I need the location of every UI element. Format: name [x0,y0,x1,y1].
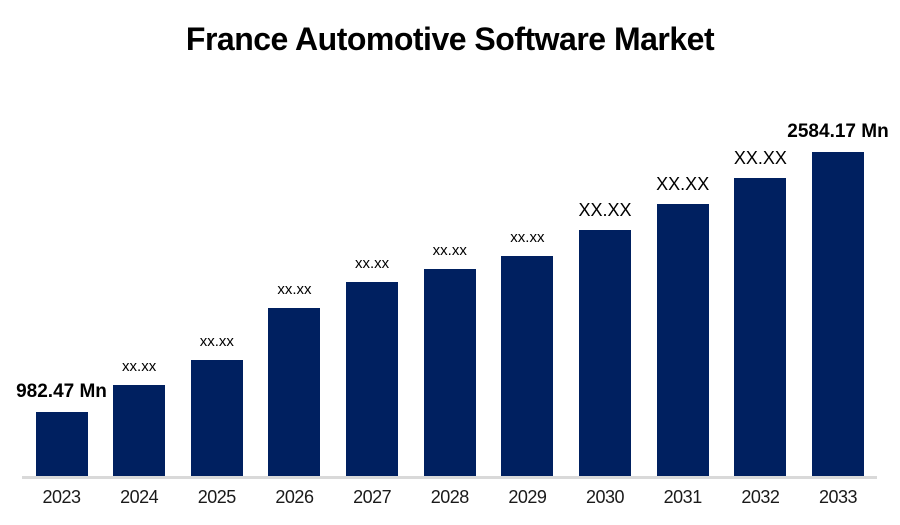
x-axis-tick-label: 2028 [430,487,470,507]
x-axis-tick-label: 2032 [741,487,780,507]
chart-title: France Automotive Software Market [185,21,715,57]
bar [35,412,88,476]
x-axis-tick-label: 2031 [663,487,703,507]
bar [812,152,864,476]
bar [113,385,166,476]
bar-value-label: xx.xx [122,358,157,375]
bar [268,308,321,476]
bar-value-label: xx.xx [277,281,312,298]
bar-value-label: XX.XX [733,148,787,168]
bar [190,360,243,476]
x-axis-line [22,476,877,479]
bar-value-label: 2584.17 Mn [787,121,889,142]
x-axis-tick-label: 2027 [353,487,392,507]
x-axis-tick-label: 2026 [275,487,314,507]
x-axis-tick-label: 2024 [120,487,159,507]
bar [579,230,632,476]
x-axis-tick-label: 2029 [508,487,547,507]
bar [346,282,399,476]
x-axis-tick-label: 2023 [42,487,81,507]
x-axis-tick-label: 2030 [586,487,625,507]
bar-value-label: xx.xx [199,333,234,350]
bar [656,204,709,476]
bar-value-label: xx.xx [355,255,390,272]
bar-value-label: xx.xx [510,229,545,246]
bar-value-label: XX.XX [578,200,632,220]
bar [423,269,476,476]
bar-value-label: xx.xx [432,242,467,259]
bar-value-label: 982.47 Mn [16,381,107,402]
bar-value-label: XX.XX [656,174,710,194]
bar [501,256,554,476]
x-axis-tick-label: 2025 [197,487,237,507]
bar [734,178,787,476]
plot-area: 982.47 Mn xx.xx xx.xx xx.xx xx.xx xx.xx xx.xx X… [16,121,889,476]
x-axis-tick-label: 2033 [818,487,858,507]
